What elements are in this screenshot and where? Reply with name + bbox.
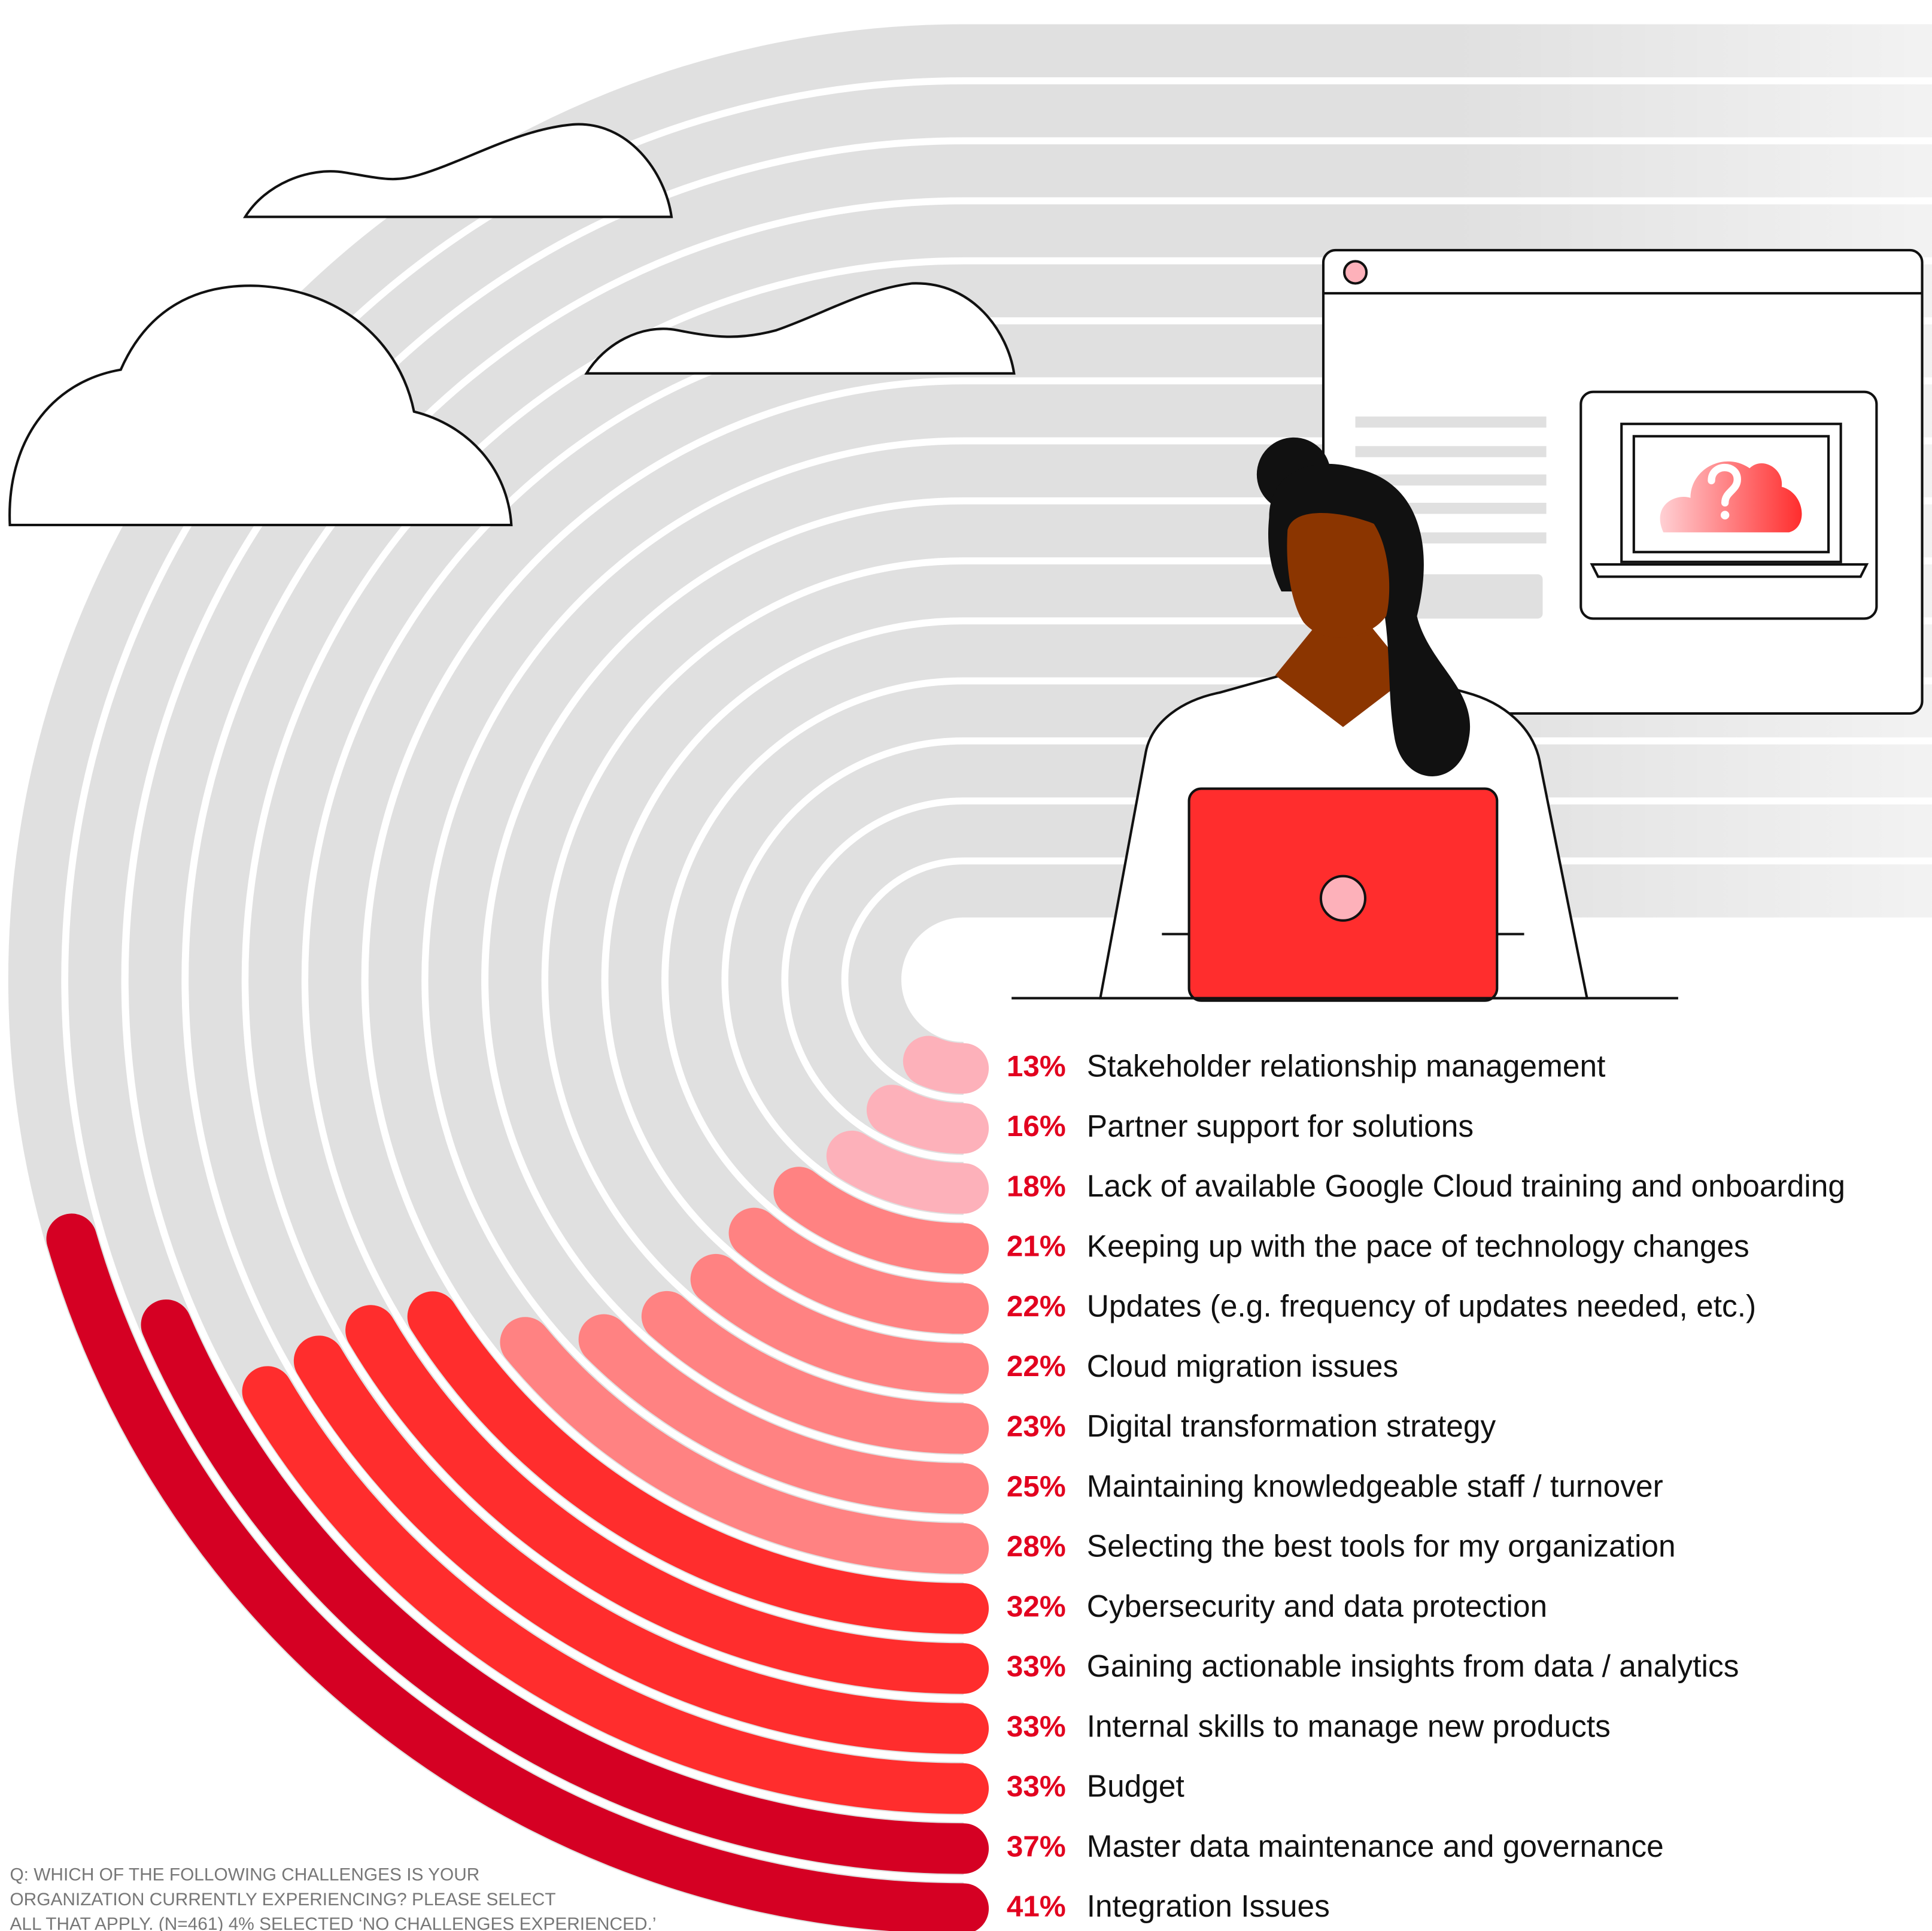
bar	[46, 1213, 989, 1931]
value-label: 13%	[1007, 1050, 1066, 1083]
value-label: 28%	[1007, 1530, 1066, 1563]
labels: 13% Stakeholder relationship management 16…	[1007, 1048, 1845, 1923]
bar	[500, 1317, 989, 1574]
face	[1287, 512, 1390, 638]
bar	[242, 1366, 989, 1814]
category-label: Integration Issues	[1087, 1889, 1330, 1923]
bar	[345, 1305, 989, 1694]
note-line: ORGANIZATION CURRENTLY EXPERIENCING? PLE…	[10, 1890, 555, 1909]
laptop-logo	[1319, 875, 1367, 922]
value-label: 21%	[1007, 1230, 1066, 1263]
cloud-icon	[1660, 461, 1802, 533]
category-label: Lack of available Google Cloud training …	[1087, 1168, 1845, 1203]
value-label: 16%	[1007, 1110, 1066, 1143]
category-label: Gaining actionable insights from data / …	[1087, 1648, 1739, 1683]
category-label: Stakeholder relationship management	[1087, 1048, 1606, 1083]
question-icon	[1708, 463, 1741, 507]
category-label: Budget	[1087, 1769, 1184, 1804]
category-label: Maintaining knowledgeable staff / turnov…	[1087, 1468, 1663, 1503]
category-label: Selecting the best tools for my organiza…	[1087, 1529, 1676, 1563]
category-label: Keeping up with the pace of technology c…	[1087, 1228, 1749, 1263]
category-label: Internal skills to manage new products	[1087, 1708, 1611, 1743]
value-label: 41%	[1007, 1890, 1066, 1923]
bar	[903, 1036, 989, 1094]
browser-dot	[1342, 260, 1368, 285]
bar	[773, 1167, 989, 1274]
bars	[46, 1036, 989, 1931]
category-label: Updates (e.g. frequency of updates neede…	[1087, 1289, 1756, 1323]
category-label: Partner support for solutions	[1087, 1109, 1474, 1143]
value-label: 32%	[1007, 1590, 1066, 1623]
bar	[728, 1207, 989, 1334]
category-label: Cloud migration issues	[1087, 1349, 1398, 1383]
note: Q: WHICH OF THE FOLLOWING CHALLENGES IS …	[10, 1865, 656, 1931]
bar	[293, 1335, 989, 1754]
value-label: 22%	[1007, 1350, 1066, 1383]
bar	[141, 1299, 989, 1874]
value-label: 33%	[1007, 1770, 1066, 1803]
cloud	[8, 284, 513, 527]
value-label: 33%	[1007, 1650, 1066, 1683]
bar	[690, 1253, 989, 1394]
question-dot	[1720, 511, 1730, 520]
bar	[578, 1314, 989, 1514]
bar	[407, 1291, 989, 1634]
value-label: 37%	[1007, 1830, 1066, 1863]
value-label: 25%	[1007, 1470, 1066, 1503]
bar	[826, 1130, 989, 1214]
value-label: 18%	[1007, 1170, 1066, 1203]
neck	[1275, 622, 1411, 727]
laptop-base	[1590, 563, 1869, 578]
category-label: Master data maintenance and governance	[1087, 1829, 1664, 1863]
cloud	[584, 282, 1016, 375]
value-label: 22%	[1007, 1290, 1066, 1323]
cloud	[242, 123, 673, 218]
bar	[641, 1291, 989, 1454]
value-label: 23%	[1007, 1410, 1066, 1443]
note-line: Q: WHICH OF THE FOLLOWING CHALLENGES IS …	[10, 1865, 479, 1885]
category-label: Cybersecurity and data protection	[1087, 1589, 1547, 1623]
bar	[866, 1085, 989, 1154]
value-label: 33%	[1007, 1710, 1066, 1743]
category-label: Digital transformation strategy	[1087, 1408, 1496, 1443]
note-line: ALL THAT APPLY. (N=461) 4% SELECTED ‘NO …	[10, 1914, 656, 1931]
